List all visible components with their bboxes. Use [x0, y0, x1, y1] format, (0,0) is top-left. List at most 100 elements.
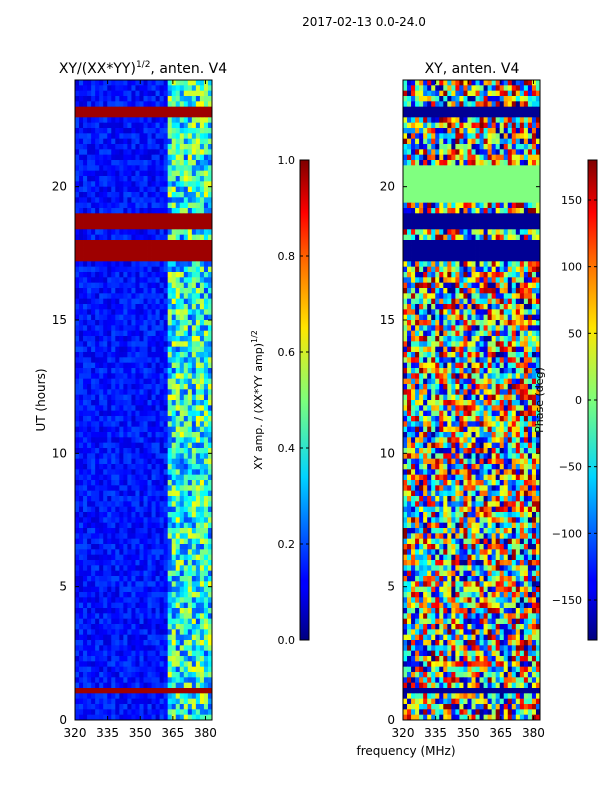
heatmap-cell — [196, 464, 200, 470]
heatmap-cell — [504, 107, 508, 113]
heatmap-cell — [135, 331, 139, 337]
heatmap-cell — [135, 149, 139, 155]
heatmap-cell — [87, 629, 91, 635]
heatmap-cell — [156, 528, 160, 534]
heatmap-cell — [87, 341, 91, 347]
heatmap-cell — [152, 651, 156, 657]
heatmap-cell — [115, 229, 119, 235]
heatmap-cell — [168, 480, 172, 486]
heatmap-cell — [152, 139, 156, 145]
heatmap-cell — [115, 651, 119, 657]
heatmap-cell — [107, 149, 111, 155]
heatmap-cell — [164, 357, 168, 363]
amplitude-title-suffix: , anten. V4 — [150, 61, 227, 77]
heatmap-cell — [200, 528, 204, 534]
heatmap-cell — [103, 160, 107, 166]
heatmap-cell — [156, 149, 160, 155]
heatmap-cell — [160, 571, 164, 577]
heatmap-cell — [75, 325, 79, 331]
heatmap-cell — [524, 91, 528, 97]
heatmap-cell — [115, 325, 119, 331]
heatmap-cell — [119, 619, 123, 625]
heatmap-cell — [119, 432, 123, 438]
heatmap-cell — [172, 443, 176, 449]
heatmap-cell — [131, 331, 135, 337]
heatmap-cell — [180, 688, 184, 694]
heatmap-cell — [95, 693, 99, 699]
heatmap-cell — [200, 80, 204, 86]
heatmap-cell — [144, 85, 148, 91]
heatmap-cell — [139, 629, 143, 635]
heatmap-cell — [107, 453, 111, 459]
heatmap-cell — [196, 565, 200, 571]
heatmap-cell — [496, 91, 500, 97]
heatmap-cell — [200, 517, 204, 523]
heatmap-cell — [95, 624, 99, 630]
heatmap-cell — [115, 400, 119, 406]
heatmap-cell — [111, 123, 115, 129]
heatmap-cell — [79, 171, 83, 177]
heatmap-cell — [83, 544, 87, 550]
amplitude-colorbar: 0.00.20.40.60.81.0 XY amp. / (XX*YY amp)… — [250, 154, 309, 647]
heatmap-cell — [123, 501, 127, 507]
heatmap-cell — [111, 139, 115, 145]
heatmap-cell — [123, 304, 127, 310]
heatmap-cell — [131, 581, 135, 587]
heatmap-cell — [204, 555, 208, 561]
heatmap-cell — [119, 475, 123, 481]
heatmap-cell — [484, 85, 488, 91]
heatmap-cell — [184, 384, 188, 390]
heatmap-cell — [447, 203, 451, 209]
heatmap-cell — [423, 91, 427, 97]
heatmap-cell — [156, 448, 160, 454]
heatmap-cell — [192, 293, 196, 299]
heatmap-cell — [168, 197, 172, 203]
heatmap-cell — [172, 667, 176, 673]
heatmap-cell — [463, 128, 467, 134]
heatmap-cell — [139, 539, 143, 545]
heatmap-cell — [127, 464, 131, 470]
heatmap-cell — [172, 523, 176, 529]
heatmap-cell — [75, 576, 79, 582]
heatmap-cell — [447, 165, 451, 171]
heatmap-cell — [156, 491, 160, 497]
heatmap-cell — [83, 187, 87, 193]
heatmap-cell — [103, 389, 107, 395]
heatmap-cell — [160, 112, 164, 118]
heatmap-cell — [431, 187, 435, 193]
heatmap-cell — [152, 517, 156, 523]
heatmap-cell — [148, 389, 152, 395]
heatmap-cell — [467, 197, 471, 203]
heatmap-cell — [411, 96, 415, 102]
heatmap-cell — [192, 491, 196, 497]
heatmap-cell — [99, 283, 103, 289]
heatmap-cell — [75, 389, 79, 395]
heatmap-cell — [83, 427, 87, 433]
heatmap-cell — [164, 203, 168, 209]
heatmap-cell — [164, 384, 168, 390]
heatmap-cell — [423, 176, 427, 182]
heatmap-cell — [152, 341, 156, 347]
heatmap-cell — [160, 347, 164, 353]
heatmap-cell — [188, 224, 192, 230]
heatmap-cell — [91, 640, 95, 646]
heatmap-cell — [139, 683, 143, 689]
heatmap-cell — [164, 187, 168, 193]
heatmap-cell — [176, 411, 180, 417]
heatmap-cell — [103, 624, 107, 630]
heatmap-cell — [200, 187, 204, 193]
heatmap-cell — [528, 101, 532, 107]
heatmap-cell — [79, 192, 83, 198]
heatmap-cell — [504, 203, 508, 209]
heatmap-cell — [152, 325, 156, 331]
heatmap-cell — [176, 219, 180, 225]
heatmap-cell — [79, 651, 83, 657]
heatmap-cell — [180, 197, 184, 203]
heatmap-cell — [83, 560, 87, 566]
heatmap-cell — [152, 640, 156, 646]
heatmap-cell — [135, 411, 139, 417]
heatmap-cell — [79, 427, 83, 433]
heatmap-cell — [419, 128, 423, 134]
heatmap-cell — [168, 336, 172, 342]
heatmap-cell — [512, 107, 516, 113]
